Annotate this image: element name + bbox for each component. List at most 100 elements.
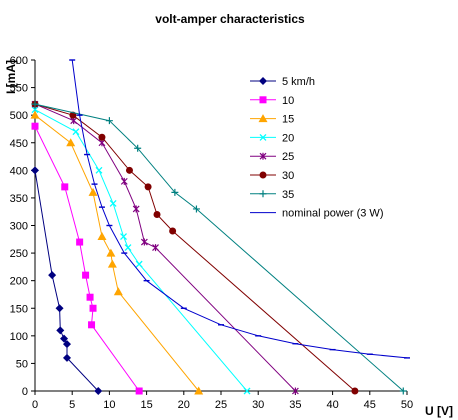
data-point	[61, 183, 69, 191]
data-point	[97, 232, 107, 241]
data-point	[105, 117, 113, 125]
data-point	[259, 190, 267, 198]
data-point	[88, 187, 98, 196]
legend-item: 30	[250, 170, 294, 182]
data-point	[194, 386, 204, 395]
data-point	[62, 340, 71, 349]
data-point	[144, 183, 152, 191]
series-8	[69, 59, 410, 359]
legend: 5 km/h 10 15 20 25 30 35 nominal power (3 W)	[250, 76, 383, 220]
series-line	[34, 103, 296, 392]
y-tick-label: 400	[10, 165, 28, 177]
data-point	[113, 287, 123, 296]
data-point	[399, 387, 407, 395]
data-point	[259, 96, 267, 104]
data-point	[134, 144, 142, 152]
series-4	[31, 106, 251, 395]
data-point	[106, 248, 116, 257]
y-tick-label: 200	[10, 276, 28, 288]
y-tick-label: 350	[10, 193, 28, 205]
y-tick-label: 550	[10, 83, 28, 95]
data-point	[56, 326, 65, 335]
data-point	[86, 293, 94, 301]
y-tick-label: 100	[10, 331, 28, 343]
data-point	[76, 238, 84, 246]
data-point	[140, 238, 148, 246]
data-point	[94, 387, 103, 395]
series-1	[31, 166, 103, 395]
series-7	[31, 100, 407, 395]
data-point	[95, 166, 103, 174]
legend-item: 25	[250, 151, 294, 163]
data-point	[89, 304, 97, 312]
data-point	[82, 271, 90, 279]
data-point	[60, 334, 69, 343]
series-line	[34, 103, 356, 392]
x-tick-label: 35	[289, 399, 301, 411]
y-tick-label: 300	[10, 221, 28, 233]
data-point	[351, 387, 359, 395]
data-point	[152, 244, 159, 252]
y-tick-label: 0	[22, 386, 28, 398]
y-tick-label: 450	[10, 138, 28, 150]
data-point	[109, 199, 117, 207]
data-point	[48, 271, 57, 280]
data-point	[31, 122, 39, 130]
legend-item: nominal power (3 W)	[250, 208, 383, 220]
x-tick-label: 50	[401, 399, 413, 411]
y-tick-label: 50	[16, 358, 28, 370]
x-tick-label: 45	[364, 399, 376, 411]
x-tick-label: 30	[252, 399, 264, 411]
legend-label: 5 km/h	[282, 76, 315, 88]
legend-label: 15	[282, 114, 294, 126]
data-point	[31, 106, 39, 114]
data-point	[171, 188, 179, 196]
series-line	[34, 109, 248, 392]
legend-item: 35	[250, 189, 294, 201]
data-point	[259, 171, 267, 179]
data-point	[259, 77, 267, 85]
data-point	[72, 128, 80, 136]
legend-label: nominal power (3 W)	[282, 208, 383, 220]
data-point	[135, 260, 143, 268]
data-point	[120, 233, 127, 240]
data-point	[192, 205, 200, 213]
x-tick-label: 15	[140, 399, 152, 411]
y-tick-label: 150	[10, 303, 28, 315]
data-point	[124, 244, 132, 252]
data-point	[135, 387, 143, 395]
data-point	[30, 110, 40, 119]
data-point	[120, 177, 128, 185]
data-point	[55, 304, 64, 313]
data-point	[259, 133, 267, 141]
data-point	[66, 138, 76, 147]
data-point	[291, 387, 299, 395]
x-tick-label: 0	[32, 399, 38, 411]
data-point	[125, 166, 133, 174]
x-tick-label: 5	[69, 399, 75, 411]
legend-item: 15	[250, 114, 294, 126]
series-line	[34, 125, 140, 392]
chart-title: volt-amper characteristics	[155, 12, 305, 26]
y-tick-label: 500	[10, 110, 28, 122]
y-tick-label: 250	[10, 248, 28, 260]
x-tick-label: 40	[326, 399, 338, 411]
legend-item: 5 km/h	[250, 76, 315, 88]
legend-item: 20	[250, 132, 294, 144]
data-point	[243, 387, 251, 395]
legend-label: 30	[282, 170, 294, 182]
series-3	[30, 110, 204, 395]
y-axis-label: I [mA]	[4, 60, 18, 94]
data-point	[31, 100, 39, 108]
data-point	[153, 210, 161, 218]
data-point	[88, 321, 96, 329]
plot-area: 0 50 100 150 200 250 300 350 400 450 500 550 600 0 5 10…	[10, 55, 413, 411]
data-point	[132, 205, 140, 213]
series-line	[34, 114, 200, 392]
legend-item: 10	[250, 95, 294, 107]
data-point	[258, 114, 268, 123]
data-point	[107, 259, 117, 268]
data-point	[169, 227, 177, 235]
y-tick-label: 600	[10, 55, 28, 67]
